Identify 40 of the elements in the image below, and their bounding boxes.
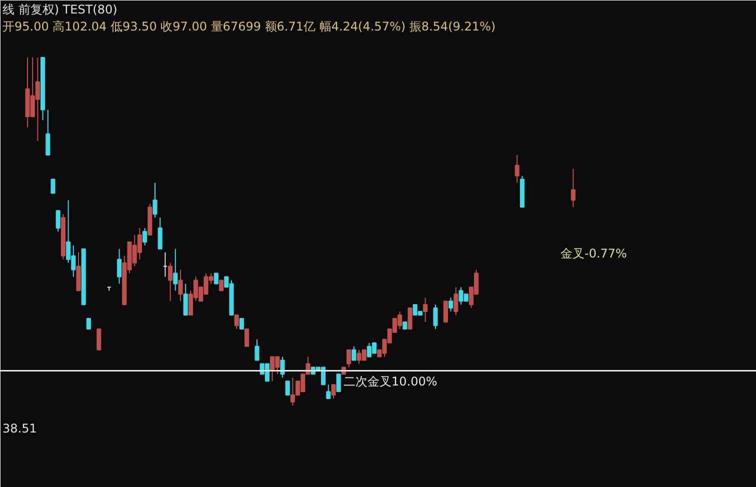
candlestick	[96, 328, 102, 350]
candlestick	[56, 210, 60, 232]
candlestick	[162, 252, 168, 278]
candlestick	[173, 248, 178, 292]
candlestick	[86, 318, 91, 330]
candlestick	[178, 269, 183, 302]
candlestick	[331, 384, 336, 400]
candlestick	[168, 262, 173, 302]
candlestick	[346, 349, 352, 368]
candlestick	[280, 356, 285, 378]
candlestick	[352, 346, 356, 361]
candlestick	[423, 297, 428, 322]
candlestick	[152, 182, 158, 218]
candlestick	[570, 168, 576, 208]
candlestick	[514, 154, 520, 184]
annotation: 金叉-0.77%	[560, 246, 627, 260]
candlestick	[433, 304, 438, 330]
chart-subtitle: 开95.00 高102.04 低93.50 收97.00 量67699 额6.71亿 幅4.24(4.57%) 振8.54(9.21%)	[2, 20, 496, 34]
candlestick	[183, 283, 188, 316]
candlestick	[117, 248, 122, 284]
candlestick	[454, 286, 458, 316]
candlestick	[254, 338, 260, 361]
text: 38.51	[2, 422, 37, 436]
candlestick	[244, 328, 250, 347]
candlestick	[408, 308, 412, 330]
candlestick	[214, 272, 218, 284]
candlestick	[239, 318, 244, 330]
candlestick	[326, 384, 331, 400]
candlestick	[219, 280, 224, 292]
candlestick	[448, 297, 454, 312]
ref-line-label: 二次金叉10.00%	[344, 374, 438, 389]
candlestick	[285, 380, 290, 396]
candlestick	[142, 228, 148, 246]
candlestick	[443, 300, 448, 322]
chart-title: 线 前复权) TEST(80)	[2, 2, 118, 16]
candlestick	[336, 374, 341, 392]
candlestick	[50, 178, 56, 194]
candlestick	[234, 314, 239, 330]
candlestick	[158, 217, 162, 250]
candlestick	[46, 109, 50, 156]
